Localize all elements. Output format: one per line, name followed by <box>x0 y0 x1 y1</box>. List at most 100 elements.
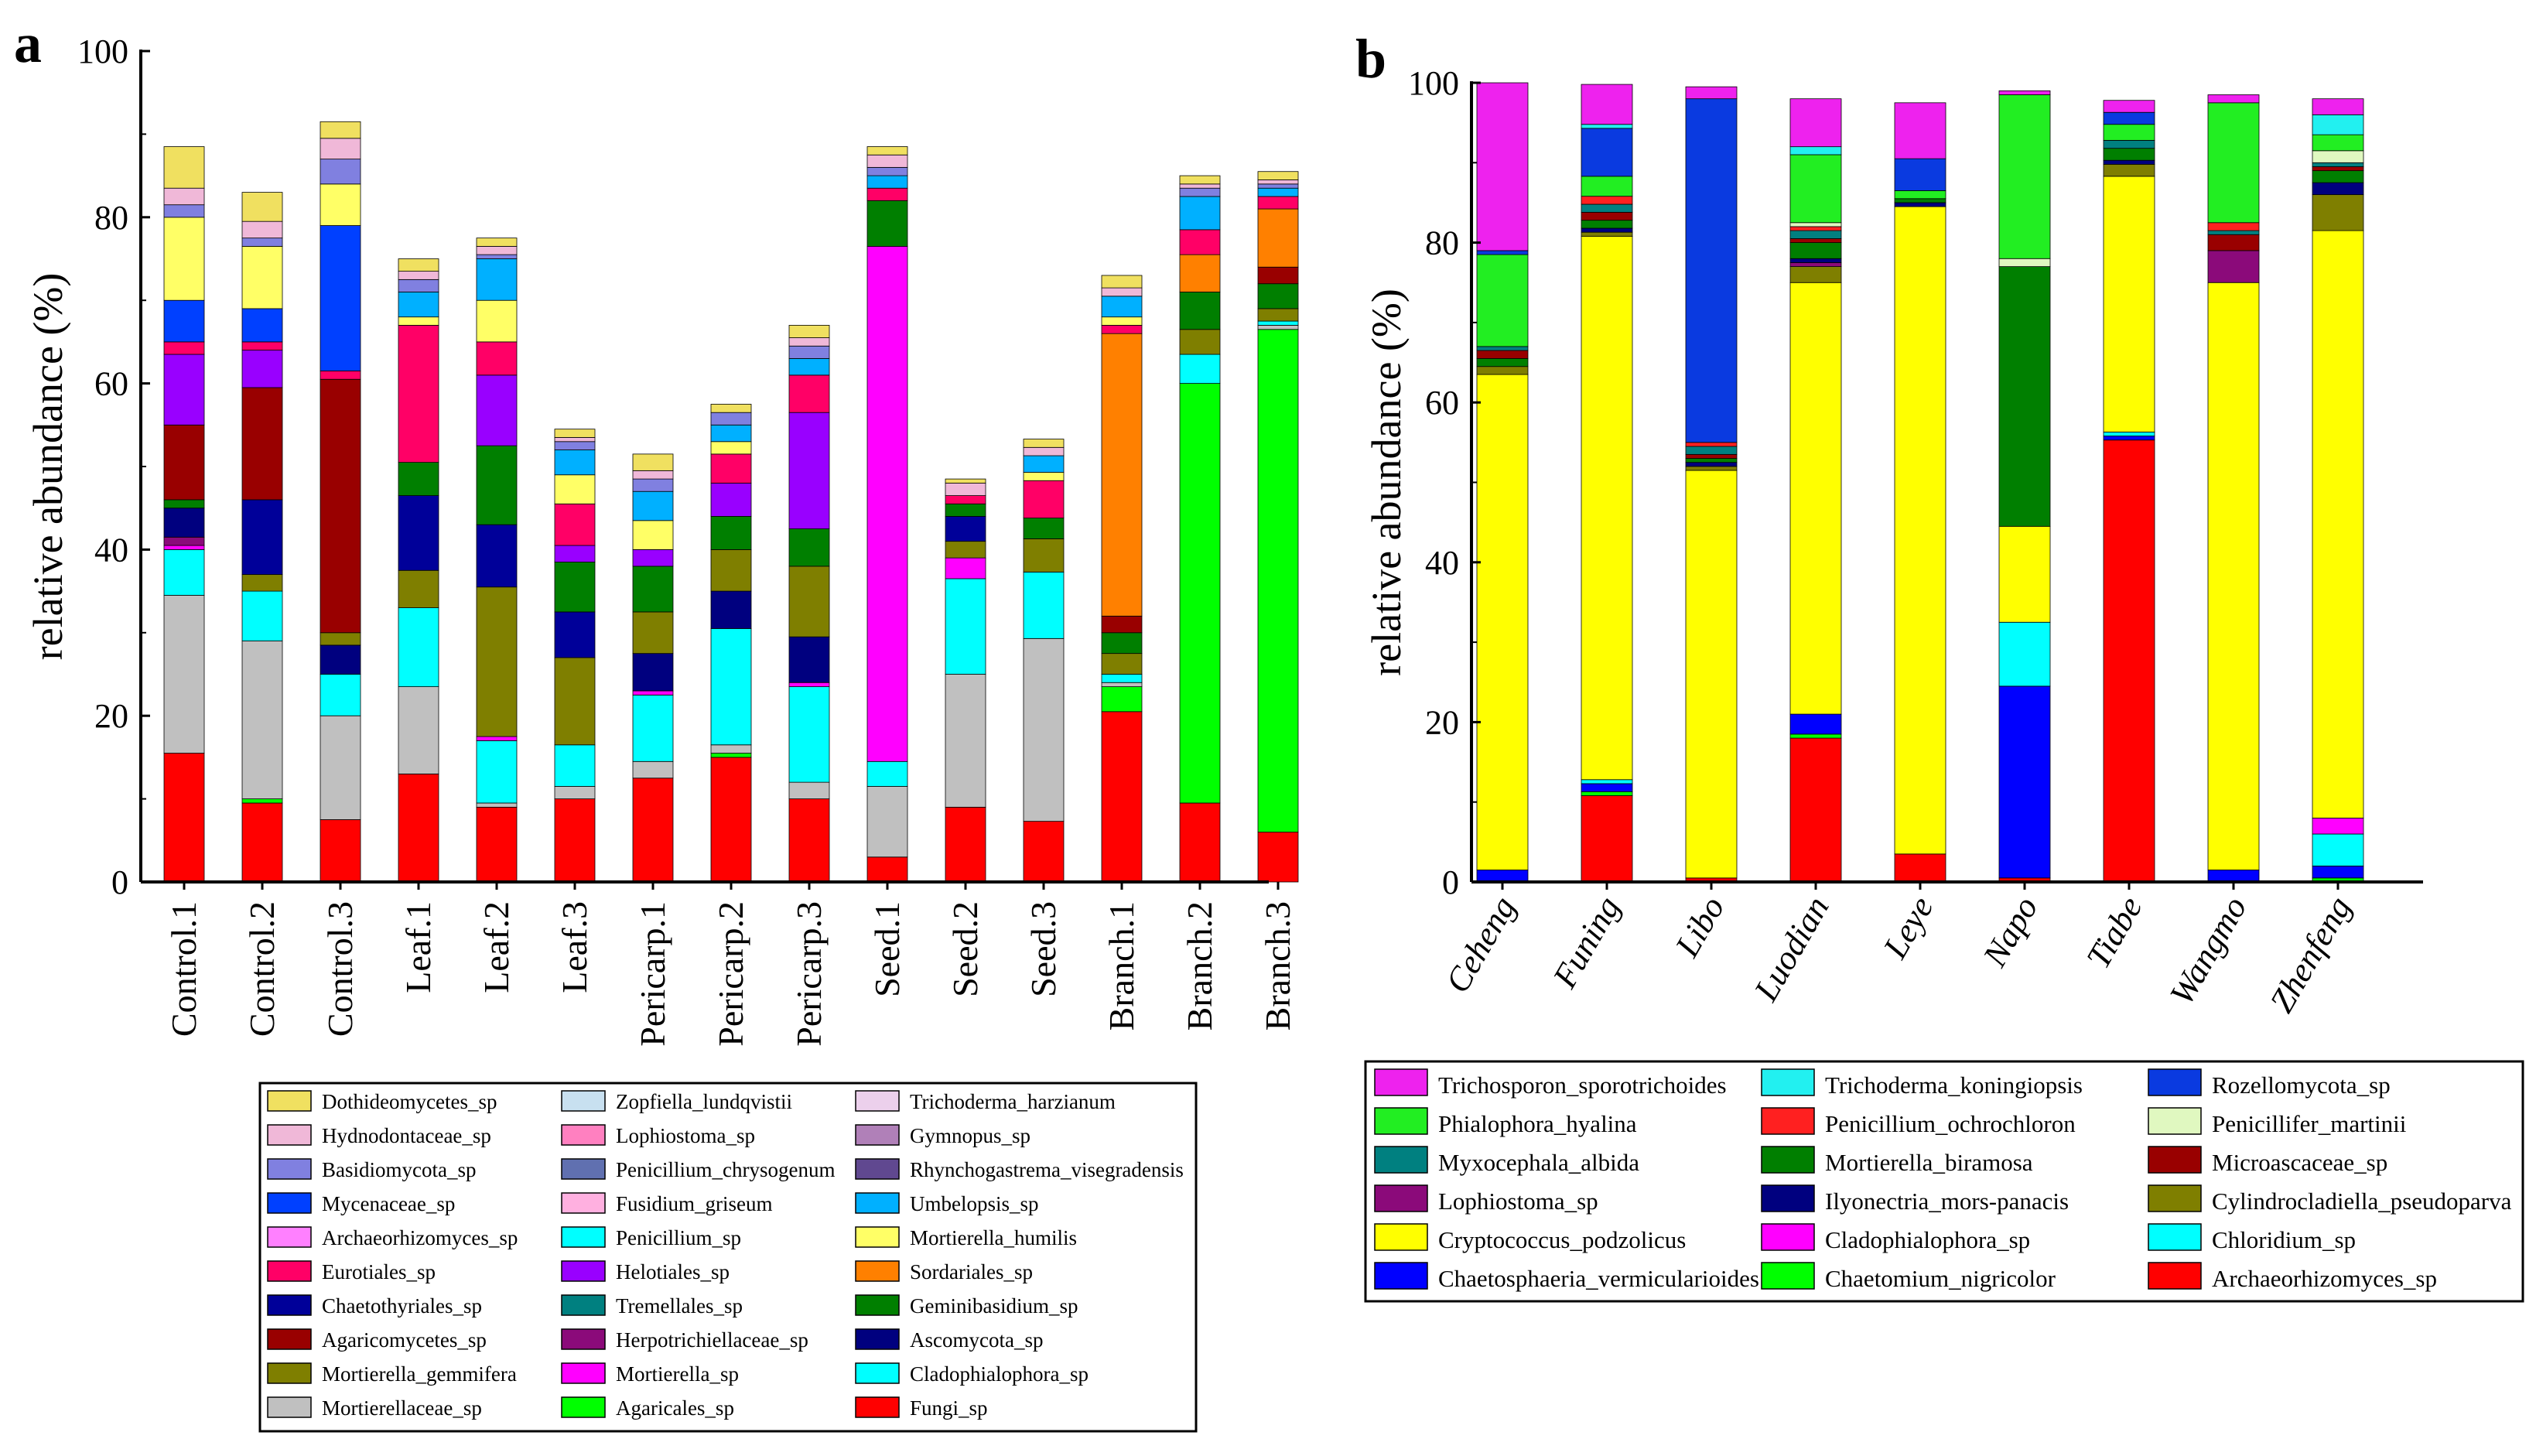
legend-label: Cladophialophora_sp <box>910 1362 1089 1386</box>
x-tick-label: Leye <box>1875 890 1940 966</box>
bar-segment <box>163 299 205 343</box>
bar-segment <box>1789 230 1842 239</box>
bar-segment <box>788 374 830 413</box>
legend-swatch <box>267 1362 312 1384</box>
bar-segment <box>2207 102 2260 224</box>
bar-segment <box>476 802 518 808</box>
legend-swatch <box>267 1192 312 1214</box>
bar-segment <box>1179 187 1221 197</box>
bar-segment <box>398 495 439 571</box>
legend-label: Chaetothyriales_sp <box>322 1294 482 1318</box>
bar-segment <box>1023 439 1065 448</box>
legend-swatch <box>855 1158 900 1180</box>
bar-segment <box>163 508 205 538</box>
bar-segment <box>1581 128 1633 177</box>
bar-segment <box>1179 175 1221 185</box>
bar-segment <box>866 200 908 247</box>
bar-segment <box>241 220 283 239</box>
legend-label: Zopfiella_lundqvistii <box>616 1090 792 1113</box>
bar-segment <box>398 607 439 688</box>
legend-label: Penicillium_chrysogenum <box>616 1158 835 1181</box>
bar-segment <box>1894 190 1946 200</box>
bar-segment <box>788 345 830 359</box>
bar-segment <box>632 520 674 550</box>
bar-segment <box>241 574 283 592</box>
bar-segment <box>2103 436 2155 441</box>
bar-segment <box>1257 187 1299 197</box>
legend-label: Trichosporon_sporotrichoides <box>1438 1071 1727 1099</box>
bar-segment <box>866 166 908 176</box>
bar-segment <box>1476 250 1529 255</box>
legend-swatch <box>855 1362 900 1384</box>
bar-segment <box>2103 148 2155 161</box>
bar-segment <box>945 503 986 517</box>
bar-segment <box>241 802 283 883</box>
bar-segment <box>1023 518 1065 539</box>
bar-segment <box>1685 462 1738 467</box>
bar-segment <box>1023 821 1065 883</box>
bar-segment <box>1179 196 1221 231</box>
bar-segment <box>1789 154 1842 224</box>
legend-swatch <box>1761 1146 1815 1174</box>
legend-label: Dothideomycetes_sp <box>322 1090 497 1113</box>
bar-segment <box>1179 292 1221 330</box>
bar-segment <box>788 781 830 799</box>
legend-swatch <box>561 1226 606 1248</box>
bar-segment <box>1789 282 1842 715</box>
bar-segment <box>1023 637 1065 822</box>
bar-segment <box>476 740 518 804</box>
bar-segment <box>1789 226 1842 231</box>
legend-label: Mortierella_gemmifera <box>322 1362 517 1386</box>
bar-segment <box>1101 333 1143 617</box>
x-tick-label: Luodian <box>1746 890 1836 1008</box>
bar-segment <box>1476 357 1529 367</box>
bar-segment <box>1257 196 1299 210</box>
legend-label: Hydnodontaceae_sp <box>322 1124 491 1147</box>
legend-label: Mortierella_sp <box>616 1362 739 1386</box>
x-tick-label: Pericarp.2 <box>711 901 750 1047</box>
bar-segment <box>788 566 830 637</box>
legend-label: Geminibasidium_sp <box>910 1294 1078 1318</box>
bar-segment <box>2312 833 2364 866</box>
legend-label: Cladophialophora_sp <box>1825 1226 2030 1253</box>
bar-segment <box>1023 446 1065 456</box>
bar-segment <box>1998 525 2051 623</box>
bar-segment <box>163 753 205 883</box>
bar-segment <box>710 404 752 413</box>
legend-label: Ascomycota_sp <box>910 1328 1043 1352</box>
legend-label: Umbelopsis_sp <box>910 1192 1039 1215</box>
bar-segment <box>163 545 205 550</box>
bar-segment <box>2312 194 2364 231</box>
bar-segment <box>945 674 986 808</box>
bar-segment <box>632 470 674 480</box>
legend-label: Penicillium_sp <box>616 1226 741 1249</box>
legend-swatch <box>561 1294 606 1316</box>
bar-segment <box>241 308 283 343</box>
legend-box <box>258 1082 1198 1433</box>
legend-swatch <box>2148 1223 2202 1251</box>
x-tick-label: Control.2 <box>242 901 282 1037</box>
bar-segment <box>163 549 205 596</box>
bar-segment <box>320 632 361 646</box>
y-tick-label: 40 <box>1425 544 1459 582</box>
bar-segment <box>163 341 205 355</box>
bar-segment <box>1789 733 1842 739</box>
bar-segment <box>1789 737 1842 883</box>
bar-segment <box>2312 182 2364 196</box>
bar-segment <box>1023 455 1065 473</box>
bar-segment <box>1257 832 1299 883</box>
x-tick-label: Control.3 <box>320 901 360 1037</box>
bar-segment <box>1894 206 1946 855</box>
bar-segment <box>1476 350 1529 359</box>
bar-segment <box>1581 196 1633 205</box>
bar-segment <box>1998 94 2051 259</box>
legend-label: Sordariales_sp <box>910 1260 1033 1283</box>
bar-segment <box>632 690 674 696</box>
x-tick-label: Wangmo <box>2162 890 2254 1011</box>
legend-swatch <box>561 1192 606 1214</box>
bar-segment <box>632 490 674 521</box>
bar-segment <box>1101 632 1143 655</box>
bar-segment <box>2207 282 2260 870</box>
legend-label: Ilyonectria_mors-panacis <box>1825 1188 2069 1215</box>
bar-segment <box>1179 229 1221 255</box>
